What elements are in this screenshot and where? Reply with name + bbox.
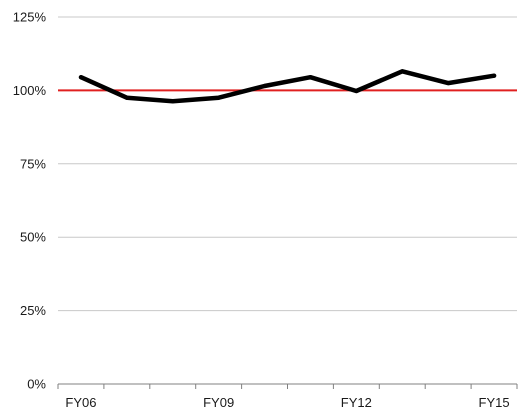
- x-tick-label: FY12: [341, 395, 372, 410]
- x-tick-label: FY09: [203, 395, 234, 410]
- data-point: [124, 95, 129, 100]
- data-point: [354, 88, 359, 93]
- series-line: [78, 69, 497, 104]
- data-point: [446, 81, 451, 86]
- data-point: [78, 75, 83, 80]
- y-tick-label: 100%: [13, 83, 47, 98]
- data-point: [262, 83, 267, 88]
- x-axis: [57, 383, 518, 389]
- data-point: [400, 69, 405, 74]
- gridlines: [58, 16, 517, 312]
- series-group: [78, 69, 497, 104]
- data-point: [492, 73, 497, 78]
- x-tick-label: FY15: [479, 395, 510, 410]
- y-tick-label: 25%: [20, 303, 46, 318]
- y-tick-label: 0%: [27, 377, 46, 392]
- x-axis-tick-labels: FY06 FY09 FY12 FY15: [65, 395, 509, 410]
- data-point: [308, 75, 313, 80]
- y-tick-label: 75%: [20, 156, 46, 171]
- data-point: [216, 95, 221, 100]
- data-point: [170, 99, 175, 104]
- x-tick-label: FY06: [65, 395, 96, 410]
- y-tick-label: 50%: [20, 230, 46, 245]
- y-tick-label: 125%: [13, 10, 47, 25]
- y-axis-tick-labels: 0% 25% 50% 75% 100% 125%: [13, 10, 47, 392]
